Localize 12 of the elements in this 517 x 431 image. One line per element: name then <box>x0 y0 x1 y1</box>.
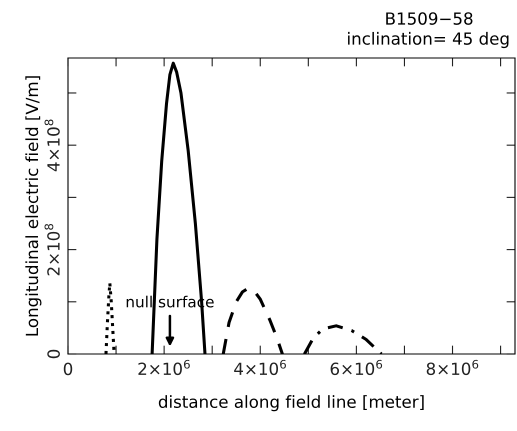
y-tick-label: 0 <box>47 350 60 358</box>
chart-title: B1509−58 <box>386 12 472 25</box>
y-axis-title: Longitudinal electric field [V/m] <box>25 76 42 336</box>
y-tick-label: 2×10$^{8}$ <box>44 224 60 276</box>
x-tick-label: 6×10$^{6}$ <box>330 360 382 376</box>
x-tick-label: 0 <box>64 362 72 376</box>
x-tick-label: 8×10$^{6}$ <box>426 360 478 376</box>
chart-subtitle: inclination= 45 deg <box>348 32 508 48</box>
y-tick-label: 4×10$^{8}$ <box>44 120 60 172</box>
x-axis-title: distance along field line [meter] <box>158 395 424 412</box>
x-tick-label: 4×10$^{6}$ <box>234 360 286 376</box>
x-tick-label: 2×10$^{6}$ <box>138 360 190 376</box>
